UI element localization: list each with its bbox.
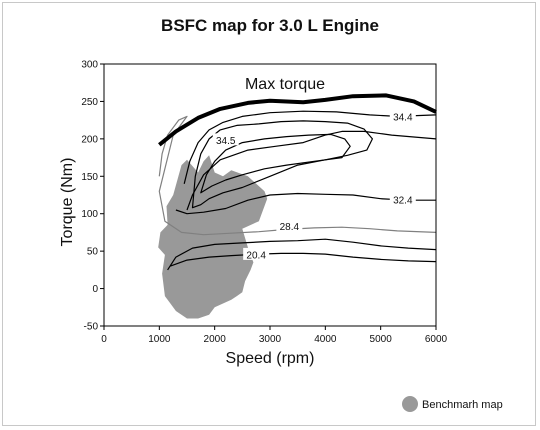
legend: Benchmarh map (402, 396, 503, 412)
y-tick-label-7: 300 (81, 60, 98, 71)
y-tick-label-6: 250 (81, 97, 98, 108)
chart-title: BSFC map for 3.0 L Engine (161, 16, 379, 35)
max-torque-curve (158, 93, 437, 147)
bsfc-contour-6 (167, 238, 437, 271)
x-tick-label-5: 5000 (370, 334, 393, 345)
legend-label: Benchmarh map (422, 399, 503, 411)
bsfc-contour-2 (200, 133, 351, 194)
contour-label-bg-3 (276, 219, 303, 232)
x-tick-label-0: 0 (101, 334, 107, 345)
y-tick-label-4: 150 (81, 172, 98, 183)
contour-label-bg-4 (243, 247, 270, 260)
benchmark-region (158, 155, 268, 319)
plot-area: 34.534.432.428.420.40 1000 2000 3000 4000 500… (81, 60, 447, 346)
bsfc-contour-3 (186, 130, 437, 211)
max-torque-label: Max torque (245, 76, 325, 93)
contour-label-3: 28.4 (280, 222, 300, 233)
y-tick-label-1: 0 (92, 284, 98, 295)
contour-label-2: 32.4 (393, 196, 413, 207)
x-tick-label-3: 3000 (259, 334, 282, 345)
legend-swatch (402, 396, 418, 412)
contour-label-0: 34.5 (216, 136, 236, 147)
contour-label-1: 34.4 (393, 113, 413, 124)
contour-label-bg-1 (389, 110, 416, 123)
bsfc-contour-0 (183, 110, 437, 184)
x-tick-label-6: 6000 (425, 334, 448, 345)
contour-label-4: 20.4 (246, 250, 266, 261)
y-tick-label-0: -50 (84, 322, 99, 333)
bsfc-contour-5 (158, 115, 437, 236)
y-tick-label-2: 50 (87, 247, 99, 258)
y-axis-title: Torque (Nm) (59, 158, 76, 247)
x-tick-label-1: 1000 (148, 334, 171, 345)
bsfc-contour-7 (170, 252, 437, 267)
bsfc-contour-4 (175, 192, 436, 215)
y-tick-label-5: 200 (81, 134, 98, 145)
contour-label-bg-2 (389, 193, 416, 206)
x-tick-label-4: 4000 (314, 334, 337, 345)
x-tick-label-2: 2000 (204, 334, 227, 345)
bsfc-contour-1 (191, 120, 373, 209)
chart-frame (2, 2, 536, 426)
y-tick-label-3: 100 (81, 209, 98, 220)
x-axis-title: Speed (rpm) (226, 350, 315, 367)
contour-label-bg-0 (212, 133, 239, 146)
